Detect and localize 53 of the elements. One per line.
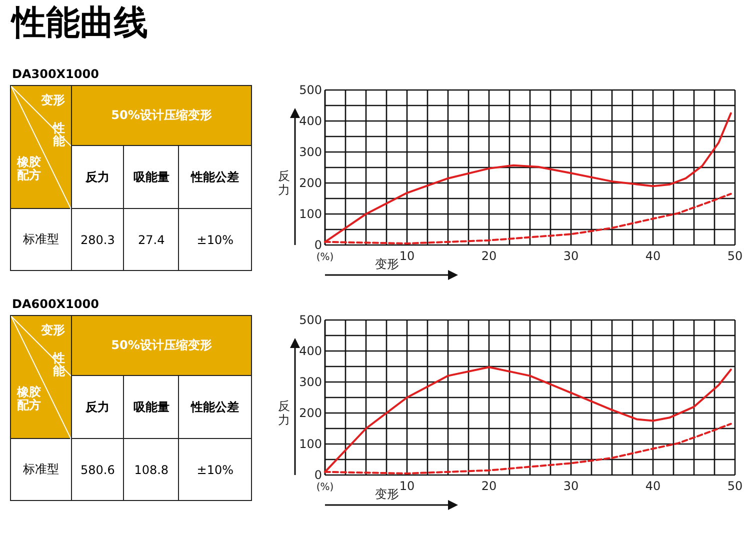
x-tick-label: 30 [563,479,579,493]
x-tick-label: (%) [316,482,334,493]
text: 吸能量 [124,146,179,208]
x-axis-title: 变形 [375,257,399,271]
y-tick-label: 300 [299,145,322,159]
text: 性能曲线 [12,2,148,45]
x-tick-label: 10 [399,479,415,493]
x-tick-label: 40 [645,479,661,493]
y-tick-label: 500 [299,83,322,97]
text: 变形 [41,323,66,337]
x-tick-label: 40 [645,249,661,263]
x-tick-label: 20 [481,249,497,263]
y-tick-label: 400 [299,344,322,358]
x-tick-label: 50 [727,249,743,263]
y-tick-label: 400 [299,114,322,128]
y-tick-label: 100 [299,437,322,451]
text: ±10% [178,208,252,270]
text: DA300X1000 [12,67,99,81]
text: ±10% [178,438,252,500]
y-tick-label: 200 [299,176,322,190]
x-tick-label: 30 [563,249,579,263]
text: 27.4 [124,208,179,270]
x-tick-label: 10 [399,249,415,263]
x-tick-label: (%) [316,252,334,263]
text: 性能 [53,121,66,148]
y-axis-title: 反力 [278,169,290,197]
text: 标准型 [10,208,72,270]
text: 橡胶配方 [17,385,42,412]
text: 变形 [41,93,66,107]
y-tick-label: 200 [299,406,322,420]
text: 反力 [72,376,124,438]
text: 580.6 [72,438,124,500]
text: 性能公差 [178,146,252,208]
text: 橡胶配方 [17,155,42,182]
x-axis-title: 变形 [375,487,399,501]
y-tick-label: 300 [299,375,322,389]
y-tick-label: 0 [314,238,322,252]
text: 50%设计压缩变形 [72,86,252,146]
y-tick-label: 500 [299,313,322,327]
text: 性能 [53,351,66,378]
x-tick-label: 20 [481,479,497,493]
text: 反力 [72,146,124,208]
x-tick-label: 50 [727,479,743,493]
text: 108.8 [124,438,179,500]
text: 标准型 [10,438,72,500]
y-axis-title: 反力 [278,399,290,427]
text: DA600X1000 [12,297,99,311]
y-tick-label: 100 [299,207,322,221]
text: 性能公差 [178,376,252,438]
text: 280.3 [72,208,124,270]
y-tick-label: 0 [314,468,322,482]
text: 50%设计压缩变形 [72,316,252,376]
text: 吸能量 [124,376,179,438]
